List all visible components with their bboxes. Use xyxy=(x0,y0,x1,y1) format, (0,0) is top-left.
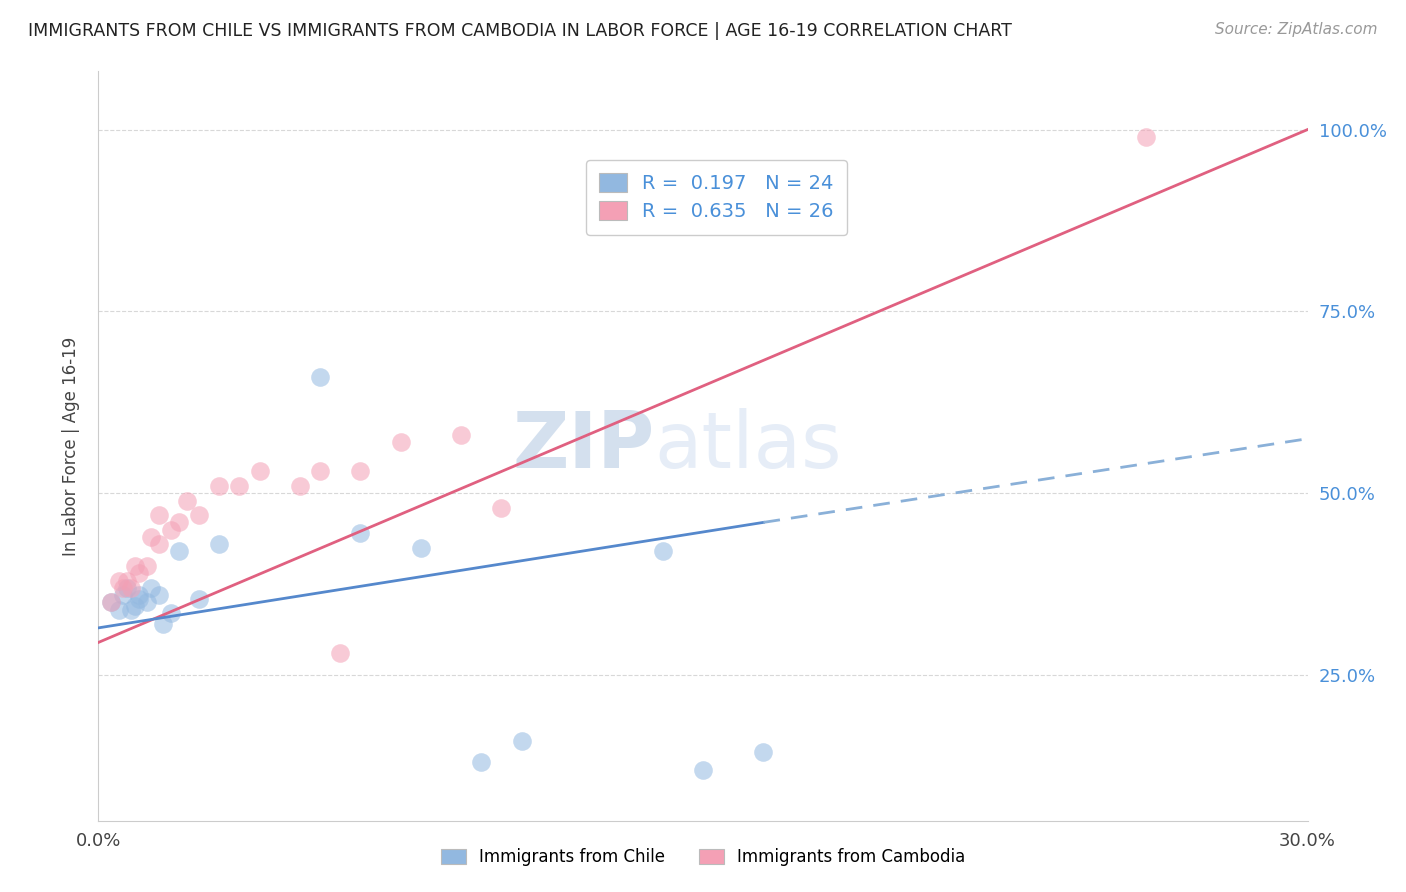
Point xyxy=(188,508,211,522)
Point xyxy=(111,581,134,595)
Point xyxy=(167,516,190,530)
Point xyxy=(107,574,129,588)
Point xyxy=(309,465,332,479)
Point xyxy=(752,745,775,759)
Point xyxy=(167,544,190,558)
Point xyxy=(128,588,150,602)
Point xyxy=(115,574,138,588)
Point xyxy=(692,763,714,777)
Point xyxy=(120,581,142,595)
Point xyxy=(349,526,371,541)
Point xyxy=(107,602,129,616)
Point xyxy=(188,591,211,606)
Point xyxy=(491,500,513,515)
Point xyxy=(115,581,138,595)
Point xyxy=(124,559,146,574)
Point xyxy=(160,607,183,621)
Point xyxy=(128,566,150,581)
Point xyxy=(135,595,157,609)
Point xyxy=(1135,129,1157,144)
Legend: Immigrants from Chile, Immigrants from Cambodia: Immigrants from Chile, Immigrants from C… xyxy=(433,840,973,875)
Point xyxy=(111,588,134,602)
Point xyxy=(148,508,170,522)
Point xyxy=(349,465,371,479)
Legend: R =  0.197   N = 24, R =  0.635   N = 26: R = 0.197 N = 24, R = 0.635 N = 26 xyxy=(586,160,848,235)
Point xyxy=(450,428,472,442)
Point xyxy=(148,588,170,602)
Point xyxy=(510,733,533,747)
Text: ZIP: ZIP xyxy=(512,408,655,484)
Point xyxy=(120,602,142,616)
Point xyxy=(139,530,162,544)
Point xyxy=(409,541,432,555)
Point xyxy=(160,523,183,537)
Point xyxy=(249,465,271,479)
Point xyxy=(128,591,150,606)
Point xyxy=(208,479,231,493)
Y-axis label: In Labor Force | Age 16-19: In Labor Force | Age 16-19 xyxy=(62,336,80,556)
Point xyxy=(228,479,250,493)
Point xyxy=(309,370,332,384)
Point xyxy=(176,493,198,508)
Point xyxy=(288,479,311,493)
Point xyxy=(100,595,122,609)
Point xyxy=(470,756,492,770)
Point xyxy=(100,595,122,609)
Point xyxy=(389,435,412,450)
Point xyxy=(124,599,146,613)
Point xyxy=(139,581,162,595)
Point xyxy=(651,544,673,558)
Point xyxy=(148,537,170,551)
Point xyxy=(152,617,174,632)
Point xyxy=(135,559,157,574)
Text: Source: ZipAtlas.com: Source: ZipAtlas.com xyxy=(1215,22,1378,37)
Point xyxy=(208,537,231,551)
Text: IMMIGRANTS FROM CHILE VS IMMIGRANTS FROM CAMBODIA IN LABOR FORCE | AGE 16-19 COR: IMMIGRANTS FROM CHILE VS IMMIGRANTS FROM… xyxy=(28,22,1012,40)
Text: atlas: atlas xyxy=(655,408,842,484)
Point xyxy=(329,646,352,660)
